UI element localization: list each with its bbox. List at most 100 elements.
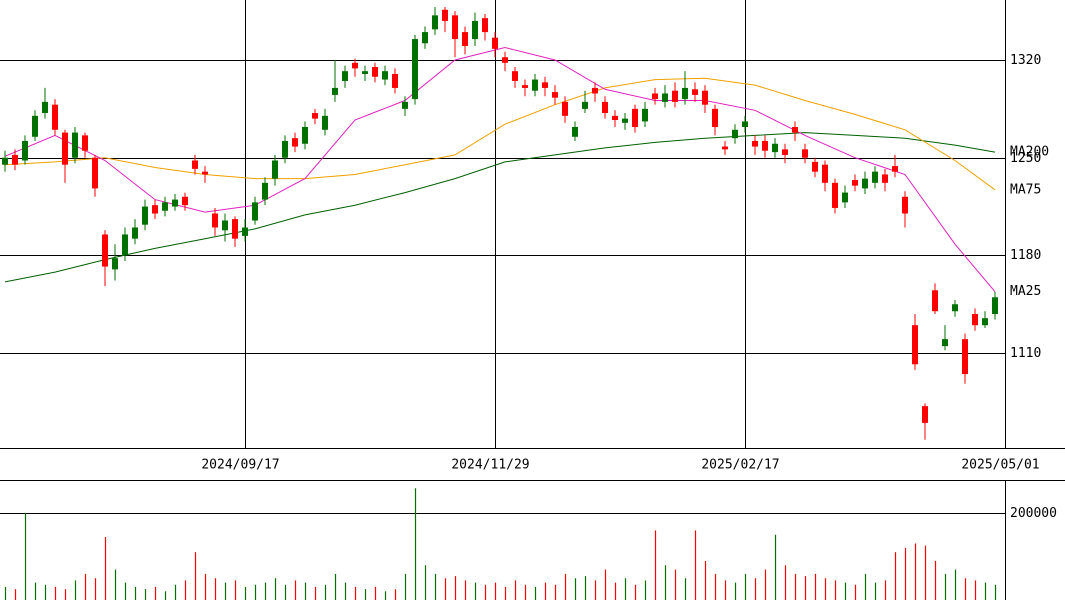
candle-body — [982, 318, 988, 326]
candle-body — [692, 89, 698, 95]
candle-body — [462, 32, 468, 47]
legend-label: MA25 — [1010, 284, 1041, 299]
candle-body — [622, 118, 628, 123]
candle-body — [492, 37, 498, 49]
candle-body — [892, 166, 898, 172]
y-tick-label: 1110 — [1010, 346, 1041, 361]
candle-body — [562, 101, 568, 116]
candle-body — [242, 227, 248, 236]
candle-body — [552, 92, 558, 98]
candle-body — [332, 87, 338, 95]
candle-body — [852, 180, 858, 186]
candle-body — [662, 93, 668, 102]
moving-average-line — [4, 132, 996, 283]
candle-body — [682, 87, 688, 100]
candle-body — [782, 149, 788, 155]
y-tick-label: 1180 — [1010, 248, 1041, 263]
candle-body — [602, 101, 608, 114]
legend-label: MA200 — [1010, 145, 1049, 160]
candle-body — [142, 206, 148, 225]
x-tick-label: 2024/11/29 — [451, 458, 529, 473]
candle-body — [32, 115, 38, 137]
candle-body — [482, 18, 488, 33]
candle-body — [382, 71, 388, 80]
candle-body — [292, 138, 298, 147]
candle-body — [952, 304, 958, 312]
x-tick-label: 2025/02/17 — [701, 458, 779, 473]
candle-body — [232, 219, 238, 239]
candle-body — [802, 149, 808, 158]
candle-body — [902, 196, 908, 214]
candle-body — [632, 108, 638, 128]
candle-body — [112, 258, 118, 270]
candle-body — [612, 115, 618, 121]
y-tick-label: 1250 — [1010, 151, 1041, 166]
candle-body — [152, 205, 158, 214]
candle-body — [192, 160, 198, 169]
y-tick-label: 200000 — [1010, 506, 1057, 521]
candle-body — [452, 15, 458, 40]
candle-body — [472, 20, 478, 40]
candle-body — [832, 182, 838, 208]
candle-body — [182, 196, 188, 206]
candle-body — [52, 104, 58, 130]
candle-body — [122, 234, 128, 256]
candle-body — [132, 227, 138, 239]
candle-body — [922, 406, 928, 423]
moving-average-line — [4, 77, 996, 191]
candle-body — [822, 164, 828, 183]
candle-body — [972, 314, 978, 326]
candle-body — [572, 127, 578, 137]
candle-body — [912, 325, 918, 365]
candle-body — [262, 182, 268, 200]
candle-body — [272, 160, 278, 179]
candle-body — [402, 101, 408, 109]
candle-body — [842, 192, 848, 203]
candle-body — [862, 178, 868, 189]
x-tick-label: 2024/09/17 — [201, 458, 279, 473]
candle-body — [412, 39, 418, 100]
candle-body — [942, 339, 948, 347]
candle-body — [772, 143, 778, 153]
candle-body — [442, 9, 448, 21]
candle-body — [12, 154, 18, 165]
candle-body — [512, 71, 518, 81]
candle-body — [102, 234, 108, 267]
candle-body — [252, 202, 258, 221]
candle-body — [2, 157, 8, 165]
candle-body — [162, 202, 168, 211]
candle-body — [592, 87, 598, 94]
candle-body — [82, 135, 88, 151]
candle-body — [302, 127, 308, 144]
candle-body — [322, 115, 328, 130]
candle-body — [652, 93, 658, 100]
candle-body — [222, 220, 228, 231]
candle-body — [812, 161, 818, 172]
candle-body — [752, 140, 758, 147]
candle-body — [742, 121, 748, 128]
candle-body — [722, 146, 728, 150]
candle-body — [872, 171, 878, 183]
candle-body — [712, 108, 718, 128]
x-tick-label: 2025/05/01 — [961, 458, 1039, 473]
candle-body — [422, 32, 428, 44]
candle-body — [92, 157, 98, 189]
candle-body — [392, 73, 398, 88]
candle-body — [212, 213, 218, 228]
candle-body — [172, 199, 178, 207]
candle-body — [202, 171, 208, 175]
candle-body — [352, 62, 358, 69]
moving-average-line — [4, 46, 996, 293]
candle-body — [642, 108, 648, 122]
y-tick-label: 1320 — [1010, 53, 1041, 68]
legend-label: MA75 — [1010, 182, 1041, 197]
candle-body — [992, 297, 998, 315]
candle-body — [882, 174, 888, 183]
candle-body — [502, 57, 508, 63]
candle-body — [22, 140, 28, 161]
candle-body — [582, 101, 588, 109]
candle-body — [432, 15, 438, 30]
candle-body — [542, 82, 548, 88]
